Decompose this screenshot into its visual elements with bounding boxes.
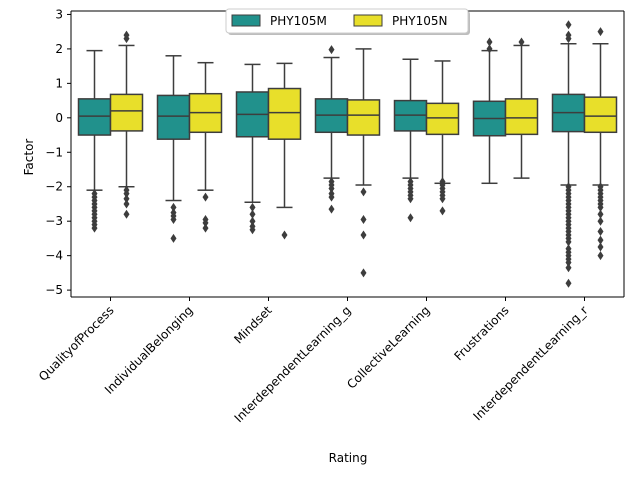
outlier-point: [597, 27, 604, 37]
y-tick-label: −4: [45, 249, 63, 263]
outlier-point: [565, 278, 572, 288]
outlier-point: [518, 37, 525, 47]
outlier-point: [407, 194, 414, 204]
box-PHY105N-1: [188, 61, 223, 233]
outlier-point: [565, 20, 572, 30]
outlier-point: [565, 263, 572, 273]
y-tick-label: −1: [45, 145, 63, 159]
plot-layer: [77, 20, 618, 288]
y-tick-label: 1: [55, 76, 63, 90]
outlier-point: [123, 30, 130, 40]
outlier-point: [123, 199, 130, 209]
outlier-point: [486, 37, 493, 47]
outlier-point: [170, 233, 177, 243]
outlier-point: [249, 216, 256, 226]
outlier-point: [170, 202, 177, 212]
outlier-point: [91, 223, 98, 233]
box-PHY105M-5: [472, 37, 507, 185]
outlier-point: [202, 218, 209, 228]
legend-swatch-PHY105N: [353, 14, 383, 27]
box-PHY105N-2: [267, 62, 302, 240]
x-axis-label: Rating: [329, 451, 368, 465]
box-PHY105N-3: [346, 48, 381, 278]
outlier-point: [249, 225, 256, 235]
outlier-point: [202, 192, 209, 202]
outlier-point: [123, 209, 130, 219]
axes-layer: 3 2 1 0 −1 −2 −3 −4 −5 QualityofProcessIndividual…: [36, 7, 625, 425]
outlier-point: [597, 216, 604, 226]
outlier-point: [360, 187, 367, 197]
y-tick-label: −5: [45, 283, 63, 297]
outlier-point: [249, 202, 256, 212]
outlier-point: [328, 192, 335, 202]
outlier-point: [597, 251, 604, 261]
legend-label-PHY105N: PHY105N: [392, 14, 447, 28]
outlier-point: [439, 206, 446, 216]
box-PHY105N-4: [425, 60, 460, 216]
outlier-point: [597, 235, 604, 245]
box-iqr: [346, 99, 381, 136]
outlier-point: [360, 230, 367, 240]
outlier-point: [407, 213, 414, 223]
x-tick-label: QualityofProcess: [36, 303, 117, 384]
outlier-point: [439, 194, 446, 204]
outlier-point: [123, 194, 130, 204]
outlier-point: [249, 209, 256, 219]
outlier-point: [486, 44, 493, 54]
outlier-point: [565, 30, 572, 40]
x-tick-label: CollectiveLearning: [344, 303, 432, 391]
outlier-point: [565, 258, 572, 268]
outlier-point: [360, 268, 367, 278]
outlier-point: [281, 230, 288, 240]
outlier-point: [328, 183, 335, 193]
box-iqr: [504, 98, 539, 136]
x-tick-label: Frustrations: [451, 303, 511, 363]
outlier-point: [170, 214, 177, 224]
outlier-point: [597, 209, 604, 219]
box-PHY105M-0: [77, 49, 112, 233]
box-PHY105M-2: [235, 63, 270, 235]
box-iqr: [156, 94, 191, 140]
box-PHY105M-4: [393, 58, 428, 223]
box-iqr: [583, 96, 618, 134]
box-PHY105N-6: [583, 27, 618, 261]
outlier-point: [360, 214, 367, 224]
box-PHY105N-0: [109, 30, 144, 219]
box-iqr: [267, 87, 302, 140]
outlier-point: [565, 237, 572, 247]
y-tick-label: 2: [55, 42, 63, 56]
legend-label-PHY105M: PHY105M: [270, 14, 327, 28]
outlier-point: [597, 227, 604, 237]
outlier-point: [597, 242, 604, 252]
box-PHY105M-6: [551, 20, 586, 288]
outlier-point: [597, 202, 604, 212]
x-tick-label: IndividualBelonging: [102, 303, 196, 397]
box-iqr: [109, 93, 144, 132]
legend: PHY105M PHY105N: [225, 8, 470, 35]
box-iqr: [77, 98, 112, 136]
outlier-point: [202, 223, 209, 233]
y-tick-label: −3: [45, 214, 63, 228]
box-iqr: [425, 102, 460, 136]
box-PHY105N-5: [504, 37, 539, 179]
y-axis-label: Factor: [22, 139, 36, 176]
outlier-point: [328, 204, 335, 214]
box-PHY105M-3: [314, 45, 349, 214]
x-tick-label: Mindset: [231, 303, 275, 347]
y-tick-label: −2: [45, 180, 63, 194]
legend-frame: [225, 8, 469, 34]
y-tick-label: 0: [55, 111, 63, 125]
box-PHY105M-1: [156, 55, 191, 243]
outlier-point: [123, 189, 130, 199]
y-tick-label: 3: [55, 7, 63, 21]
outlier-point: [328, 45, 335, 55]
legend-swatch-PHY105M: [231, 14, 261, 27]
